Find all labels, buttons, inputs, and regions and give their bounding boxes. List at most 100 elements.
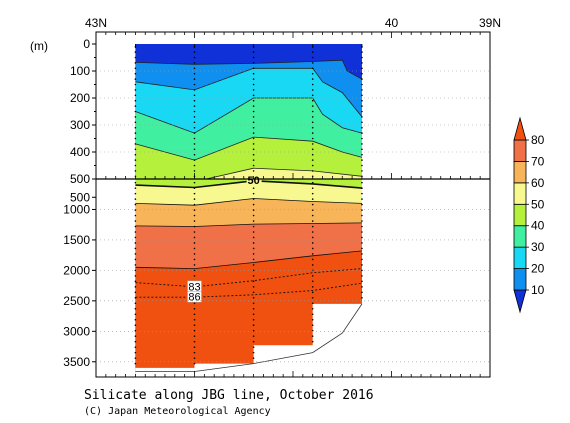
station-dot-u-2 (252, 153, 255, 156)
station-dot-u-4 (361, 170, 363, 172)
station-dot-u-4 (361, 94, 363, 97)
station-dot-l-1 (193, 231, 196, 233)
station-dot-l-3 (311, 242, 314, 244)
xtick-label-40: 40 (385, 16, 399, 30)
y-unit-label: (m) (30, 39, 48, 53)
station-dot-l-1 (193, 253, 196, 255)
station-dot-l-1 (193, 329, 196, 332)
station-dot-l-2 (252, 286, 255, 288)
station-dot-l-2 (252, 346, 255, 348)
station-dot-u-0 (134, 51, 137, 53)
ytick-label-upper-100: 100 (70, 64, 90, 78)
station-dot-l-2 (252, 225, 255, 228)
colorbar-label-40: 40 (531, 219, 545, 233)
station-dot-u-3 (311, 72, 314, 75)
station-dot-l-0 (134, 280, 137, 283)
station-dot-l-2 (252, 247, 255, 250)
station-dot-l-2 (252, 324, 255, 327)
xtick-label-39: 39N (479, 16, 501, 30)
station-dot-l-1 (193, 236, 196, 239)
station-dot-u-4 (361, 137, 363, 140)
station-dot-l-2 (252, 307, 255, 310)
station-dot-l-1 (193, 335, 196, 337)
station-dot-u-3 (311, 105, 314, 107)
station-dot-u-1 (193, 72, 196, 75)
station-dot-u-3 (311, 56, 314, 59)
colorbar-label-50: 50 (531, 197, 545, 211)
station-dot-l-4 (361, 236, 363, 239)
station-dot-l-2 (252, 297, 255, 299)
station-dot-u-3 (311, 153, 314, 156)
station-dot-u-0 (134, 143, 137, 145)
station-dot-l-2 (252, 291, 255, 294)
station-dot-l-1 (193, 220, 196, 222)
ytick-label-upper-500: 500 (70, 172, 90, 186)
station-dot-u-4 (361, 116, 363, 118)
station-dot-u-2 (252, 72, 255, 75)
ytick-label-upper-300: 300 (70, 118, 90, 132)
station-dot-u-1 (193, 110, 196, 113)
station-dot-u-0 (134, 126, 137, 129)
station-dot-l-2 (252, 209, 255, 211)
station-dot-u-4 (361, 153, 363, 156)
station-dot-u-4 (361, 143, 363, 145)
station-dot-l-1 (193, 340, 196, 343)
station-dot-l-2 (252, 357, 255, 359)
station-dot-l-3 (311, 192, 314, 195)
station-dot-l-1 (193, 269, 196, 272)
colorbar-box-10-20 (513, 268, 527, 291)
station-dot-l-0 (134, 297, 137, 299)
station-dot-l-2 (252, 198, 255, 200)
station-dot-l-1 (193, 247, 196, 250)
station-dot-l-2 (252, 269, 255, 272)
station-dot-u-0 (134, 56, 137, 59)
station-dot-u-1 (193, 51, 196, 53)
station-dot-u-4 (361, 89, 363, 91)
ytick-label-upper-200: 200 (70, 91, 90, 105)
station-dot-u-0 (134, 137, 137, 140)
station-dot-u-4 (361, 148, 363, 151)
station-dot-u-3 (311, 121, 314, 124)
ytick-label-lower-1000: 1000 (63, 202, 90, 216)
station-dot-l-1 (193, 242, 196, 244)
station-dot-l-0 (134, 318, 137, 321)
station-dot-u-2 (252, 170, 255, 172)
station-dot-u-3 (311, 110, 314, 113)
station-dot-u-3 (311, 132, 314, 134)
station-dot-u-0 (134, 105, 137, 107)
station-dot-l-0 (134, 258, 137, 261)
station-dot-l-4 (361, 242, 363, 244)
station-dot-l-3 (311, 297, 314, 299)
station-dot-u-1 (193, 116, 196, 118)
station-dot-u-0 (134, 164, 137, 167)
station-dot-u-2 (252, 137, 255, 140)
station-dot-l-0 (134, 198, 137, 200)
contour-label-83: 83 (188, 281, 200, 293)
station-dot-l-4 (361, 181, 363, 184)
station-dot-u-2 (252, 164, 255, 167)
station-dot-l-3 (311, 203, 314, 206)
station-dot-u-2 (252, 78, 255, 80)
station-dot-l-3 (311, 286, 314, 288)
station-dot-l-0 (134, 286, 137, 288)
station-dot-u-3 (311, 89, 314, 91)
station-dot-l-1 (193, 351, 196, 354)
station-dot-l-0 (134, 351, 137, 354)
station-dot-u-1 (193, 164, 196, 167)
colorbar-label-60: 60 (531, 176, 545, 190)
station-dot-l-3 (311, 307, 314, 310)
station-dot-l-3 (311, 302, 314, 305)
colorbar: 10 20 30 40 50 60 70 80 (513, 116, 545, 314)
station-dot-l-4 (361, 286, 363, 288)
station-dot-l-4 (361, 253, 363, 255)
station-dot-l-3 (311, 181, 314, 184)
station-dot-u-1 (193, 89, 196, 91)
isoline-10 (135, 59, 363, 80)
chart-title: Silicate along JBG line, October 2016 (84, 388, 374, 403)
station-dot-l-2 (252, 214, 255, 217)
station-dot-u-1 (193, 105, 196, 107)
station-dot-l-3 (311, 318, 314, 321)
station-dot-u-1 (193, 137, 196, 140)
station-dot-u-0 (134, 62, 137, 64)
